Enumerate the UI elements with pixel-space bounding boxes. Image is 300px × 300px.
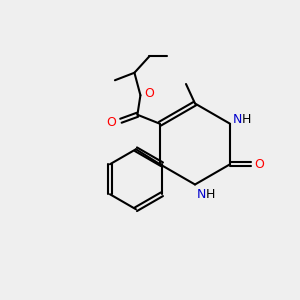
Text: O: O — [255, 158, 265, 171]
Text: O: O — [106, 116, 116, 129]
Text: H: H — [242, 113, 251, 126]
Text: H: H — [206, 188, 215, 200]
Text: N: N — [232, 113, 242, 126]
Text: O: O — [144, 87, 154, 100]
Text: N: N — [196, 188, 206, 200]
